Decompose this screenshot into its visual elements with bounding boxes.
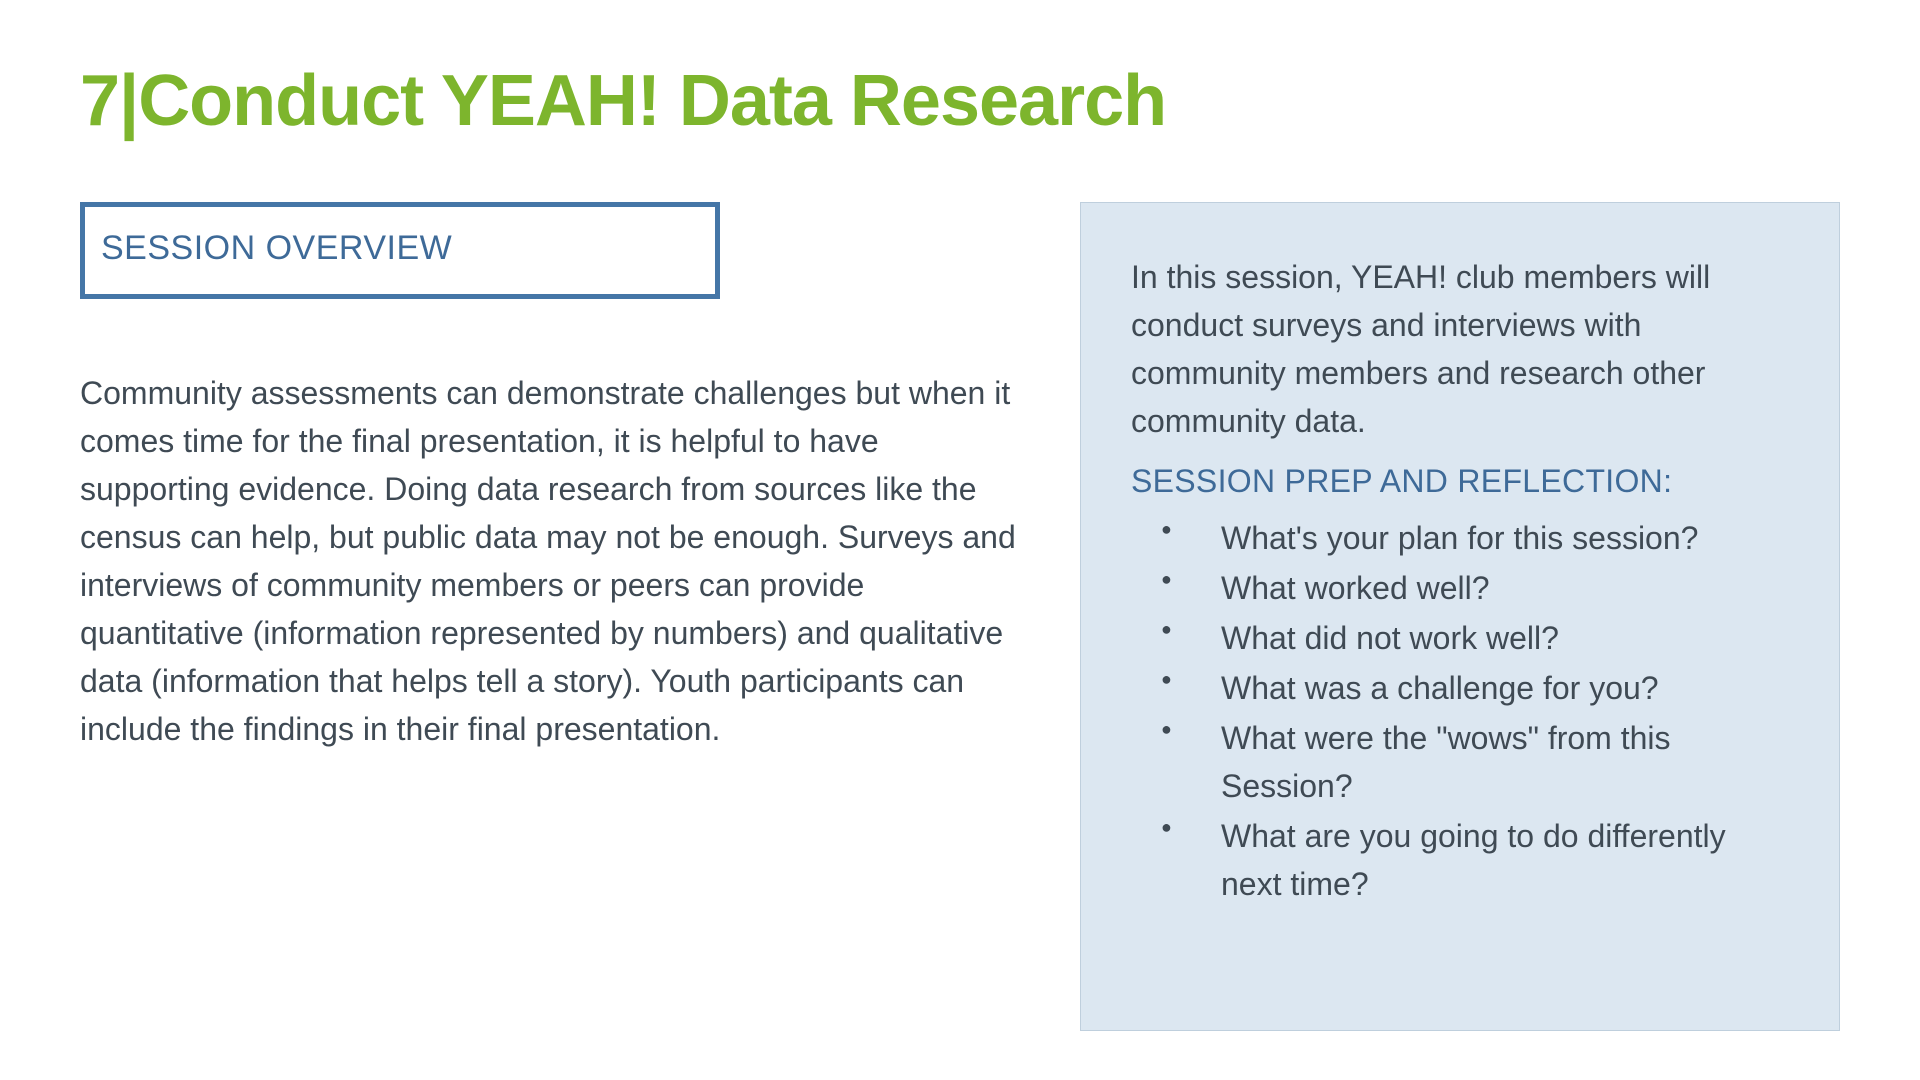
session-overview-label: SESSION OVERVIEW	[101, 229, 699, 268]
slide: 7|Conduct YEAH! Data Research SESSION OV…	[0, 0, 1920, 1080]
overview-body-text: Community assessments can demonstrate ch…	[80, 369, 1020, 753]
page-title: 7|Conduct YEAH! Data Research	[80, 60, 1840, 142]
list-item: What's your plan for this session?	[1131, 514, 1789, 562]
list-item: What were the "wows" from this Session?	[1131, 714, 1789, 810]
reflection-bullet-list: What's your plan for this session? What …	[1131, 514, 1789, 908]
left-column: SESSION OVERVIEW Community assessments c…	[80, 202, 1020, 1031]
list-item: What did not work well?	[1131, 614, 1789, 662]
list-item: What was a challenge for you?	[1131, 664, 1789, 712]
side-panel: In this session, YEAH! club members will…	[1080, 202, 1840, 1031]
list-item: What are you going to do differently nex…	[1131, 812, 1789, 908]
panel-heading: SESSION PREP AND REFLECTION:	[1131, 463, 1789, 500]
right-column: In this session, YEAH! club members will…	[1080, 202, 1840, 1031]
columns: SESSION OVERVIEW Community assessments c…	[80, 202, 1840, 1031]
session-overview-box: SESSION OVERVIEW	[80, 202, 720, 299]
list-item: What worked well?	[1131, 564, 1789, 612]
panel-intro-text: In this session, YEAH! club members will…	[1131, 253, 1789, 445]
